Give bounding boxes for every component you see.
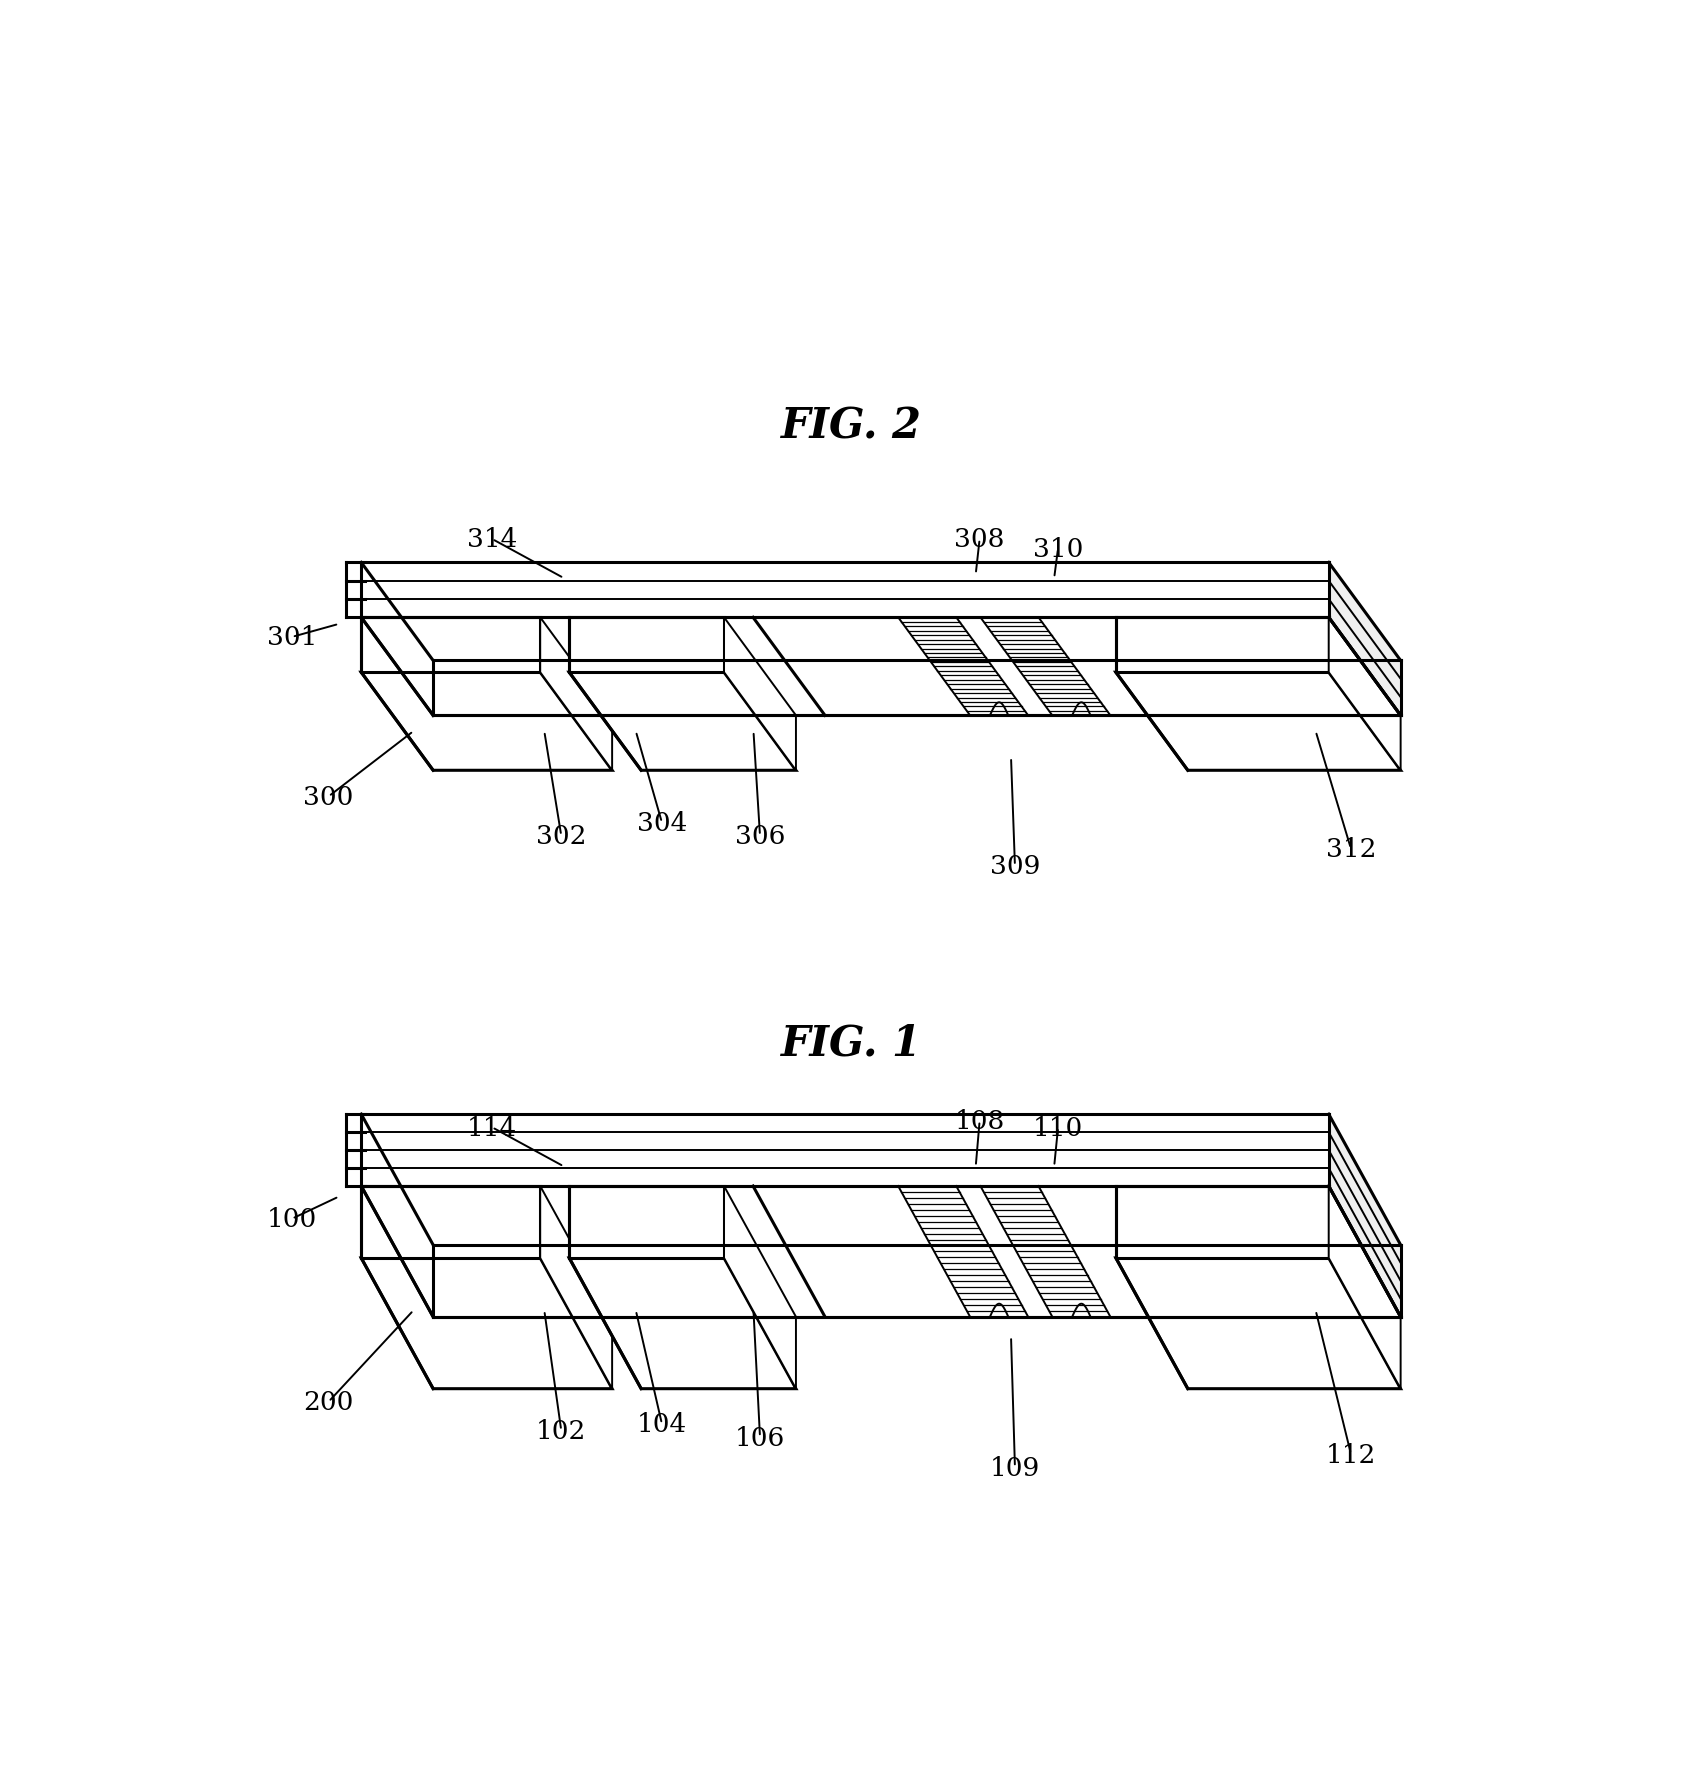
Polygon shape <box>897 618 1027 716</box>
Polygon shape <box>569 673 796 771</box>
Text: 300: 300 <box>304 785 354 810</box>
Polygon shape <box>752 1187 1400 1317</box>
Text: 109: 109 <box>990 1454 1041 1479</box>
Text: 106: 106 <box>736 1424 784 1449</box>
Polygon shape <box>1329 1114 1400 1317</box>
Polygon shape <box>724 1187 796 1388</box>
Polygon shape <box>1115 673 1400 771</box>
Polygon shape <box>1115 1187 1329 1258</box>
Text: 302: 302 <box>536 824 587 849</box>
Text: 104: 104 <box>636 1412 687 1436</box>
Text: 314: 314 <box>467 527 518 552</box>
Text: 309: 309 <box>990 854 1041 879</box>
Text: 110: 110 <box>1032 1114 1083 1139</box>
Text: 310: 310 <box>1032 536 1083 561</box>
Polygon shape <box>540 618 612 771</box>
Text: 100: 100 <box>267 1207 317 1232</box>
Text: 306: 306 <box>736 824 784 849</box>
Polygon shape <box>361 618 540 673</box>
Polygon shape <box>980 1187 1110 1317</box>
Text: 114: 114 <box>467 1114 518 1139</box>
Polygon shape <box>1329 562 1400 716</box>
Text: 301: 301 <box>267 625 317 650</box>
Polygon shape <box>569 1258 796 1388</box>
Polygon shape <box>724 618 796 771</box>
Polygon shape <box>540 1187 612 1388</box>
Polygon shape <box>569 1187 724 1258</box>
Polygon shape <box>361 1187 1400 1317</box>
Polygon shape <box>1115 618 1329 673</box>
Polygon shape <box>1329 618 1400 771</box>
Polygon shape <box>752 618 1400 716</box>
Polygon shape <box>569 618 724 673</box>
Polygon shape <box>361 1187 540 1258</box>
Polygon shape <box>361 673 612 771</box>
Text: 308: 308 <box>955 527 1005 552</box>
Text: 112: 112 <box>1326 1442 1377 1467</box>
Text: FIG. 2: FIG. 2 <box>781 404 923 447</box>
Text: 304: 304 <box>636 810 687 835</box>
Polygon shape <box>1115 1258 1400 1388</box>
Text: FIG. 1: FIG. 1 <box>781 1022 923 1064</box>
Polygon shape <box>897 1187 1027 1317</box>
Polygon shape <box>1329 1187 1400 1388</box>
Polygon shape <box>361 618 1400 716</box>
Polygon shape <box>361 1258 612 1388</box>
Polygon shape <box>361 1114 1329 1187</box>
Text: 200: 200 <box>304 1390 354 1415</box>
Text: 102: 102 <box>536 1419 587 1444</box>
Text: 312: 312 <box>1326 837 1377 862</box>
Text: 108: 108 <box>955 1109 1005 1134</box>
Polygon shape <box>361 562 1329 618</box>
Polygon shape <box>980 618 1110 716</box>
